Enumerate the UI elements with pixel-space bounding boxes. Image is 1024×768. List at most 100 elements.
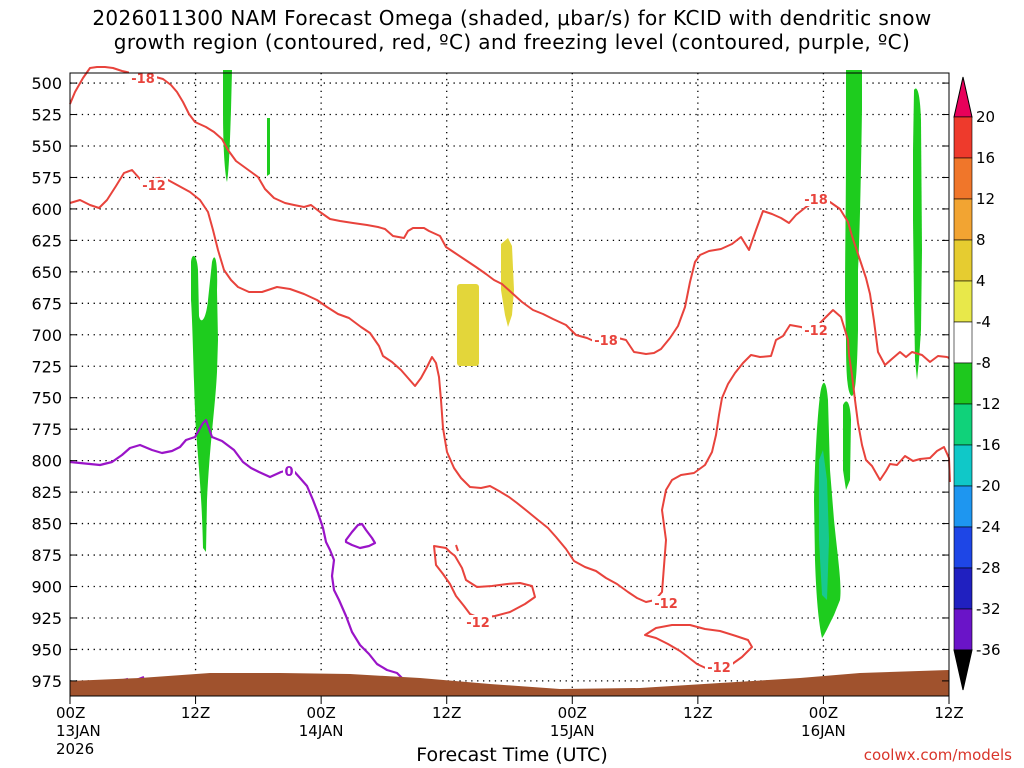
y-tick-label-500: 500 <box>31 74 62 93</box>
colorbar-segment-5 <box>953 321 973 364</box>
x-tick-label-6-2: 16JAN <box>801 722 846 740</box>
y-tick-label-525: 525 <box>31 106 62 125</box>
x-tick-label-2-1: 00Z <box>306 704 335 722</box>
y-tick-label-650: 650 <box>31 263 62 282</box>
colorbar-bottom-arrow <box>953 649 973 691</box>
colorbar-label-2: 12 <box>976 190 995 208</box>
x-tick-label-4-1: 00Z <box>558 704 587 722</box>
contour-label-freezing: 0 <box>284 465 293 480</box>
axes: 500 525 550 575 600 625 650 675 700 725 750 775 800 8… <box>31 72 964 758</box>
colorbar-segment-6 <box>953 362 973 405</box>
omega-shading <box>191 70 922 638</box>
colorbar-segment-12 <box>953 608 973 651</box>
contour-freezing-level <box>69 418 405 681</box>
title-line-2: growth region (contoured, red, ºC) and f… <box>113 30 911 54</box>
colorbar-segment-1 <box>953 157 973 200</box>
x-tick-label-1-1: 12Z <box>181 704 210 722</box>
colorbar-label-9: -20 <box>976 477 1001 495</box>
y-tick-label-925: 925 <box>31 609 62 628</box>
colorbar-label-0: 20 <box>976 108 995 126</box>
colorbar-segment-3 <box>953 239 973 282</box>
contour-label-minus18-c-bg <box>592 333 620 347</box>
x-tick-label-6-1: 00Z <box>809 704 838 722</box>
y-tick-label-800: 800 <box>31 452 62 471</box>
terrain-fill <box>70 670 949 696</box>
contour-labels: -18 -12 -18 -18 -12 -12 -12 -12 0 <box>129 71 830 676</box>
colorbar-segment-2 <box>953 198 973 241</box>
x-tick-label-5-1: 12Z <box>683 704 712 722</box>
x-tick-label-0-1: 00Z <box>56 704 85 722</box>
y-tick-label-600: 600 <box>31 200 62 219</box>
contour-label-minus12-a-bg <box>140 178 168 192</box>
y-tick-label-775: 775 <box>31 420 62 439</box>
colorbar-label-6: -8 <box>976 354 991 372</box>
contour-minus12-dot <box>455 544 459 552</box>
x-tick-label-0-2: 13JAN <box>56 722 101 740</box>
contour-label-minus18-b-bg <box>802 192 830 206</box>
y-tick-label-625: 625 <box>31 231 62 250</box>
y-tick-label-900: 900 <box>31 578 62 597</box>
colorbar-label-3: 8 <box>976 231 986 249</box>
contour-label-minus12-e: -12 <box>707 661 731 676</box>
colorbar-label-11: -28 <box>976 559 1001 577</box>
colorbar-label-7: -12 <box>976 395 1001 413</box>
y-tick-label-550: 550 <box>31 137 62 156</box>
omega-region-yellow-1 <box>457 284 479 366</box>
contour-label-minus18-c: -18 <box>594 334 618 349</box>
omega-region-teal-4 <box>819 450 829 600</box>
contour-minus12-closed-2 <box>644 624 753 671</box>
contour-label-minus18-a-bg <box>129 71 157 85</box>
contour-minus18-upper <box>69 66 950 366</box>
colorbar-label-4: 4 <box>976 272 986 290</box>
y-tick-label-850: 850 <box>31 515 62 534</box>
colorbar-label-13: -36 <box>976 641 1001 659</box>
contour-minus12-closed-1 <box>433 545 536 619</box>
y-tick-label-725: 725 <box>31 357 62 376</box>
contour-label-minus12-d-bg <box>464 615 492 629</box>
x-tick-label-4-2: 15JAN <box>550 722 595 740</box>
grid <box>70 73 949 696</box>
colorbar-segment-4 <box>953 280 973 323</box>
y-tick-label-700: 700 <box>31 326 62 345</box>
colorbar-segment-8 <box>953 444 973 487</box>
y-tick-label-675: 675 <box>31 294 62 313</box>
y-tick-label-825: 825 <box>31 483 62 502</box>
colorbar-segment-11 <box>953 567 973 610</box>
omega-region-green-2 <box>223 70 232 182</box>
contour-label-minus12-d: -12 <box>466 616 490 631</box>
contour-label-minus12-b-bg <box>802 323 830 337</box>
plot-frame <box>69 72 950 697</box>
y-tick-label-950: 950 <box>31 640 62 659</box>
omega-region-green-6 <box>843 401 851 490</box>
colorbar-segment-10 <box>953 526 973 569</box>
chart-title: 2026011300 NAM Forecast Omega (shaded, μ… <box>0 6 1024 54</box>
contour-label-minus12-a: -12 <box>142 179 166 194</box>
contour-label-freezing-bg <box>283 464 295 478</box>
title-line-1: 2026011300 NAM Forecast Omega (shaded, μ… <box>92 6 932 30</box>
colorbar-label-8: -16 <box>976 436 1001 454</box>
omega-region-green-5 <box>845 70 862 396</box>
contour-label-minus12-b: -12 <box>804 324 828 339</box>
x-axis-label: Forecast Time (UTC) <box>416 744 608 766</box>
colorbar-label-5: -4 <box>976 313 991 331</box>
x-tick-label-7-1: 12Z <box>934 704 963 722</box>
contour-freezing-closed <box>344 522 377 550</box>
credit-text: coolwx.com/models <box>863 746 1012 764</box>
contour-label-minus18-a: -18 <box>131 72 155 87</box>
omega-region-green-3 <box>267 118 270 176</box>
y-tick-label-750: 750 <box>31 389 62 408</box>
colorbar-label-10: -24 <box>976 518 1001 536</box>
colorbar-top-arrow <box>953 76 973 118</box>
colorbar-segment-7 <box>953 403 973 446</box>
x-tick-label-2-2: 14JAN <box>299 722 344 740</box>
colorbar-segment-0 <box>953 116 973 159</box>
terrain <box>70 670 949 696</box>
x-tick-label-3-1: 12Z <box>432 704 461 722</box>
colorbar-segment-9 <box>953 485 973 528</box>
colorbar-label-12: -32 <box>976 600 1001 618</box>
contour-label-minus12-e-bg <box>705 660 733 674</box>
contour-label-minus18-b: -18 <box>804 193 828 208</box>
colorbar: 20 16 12 8 4 -4 -8 -12 -16 -20 -24 -28 -32 -36 <box>953 76 1001 691</box>
y-tick-label-575: 575 <box>31 168 62 187</box>
